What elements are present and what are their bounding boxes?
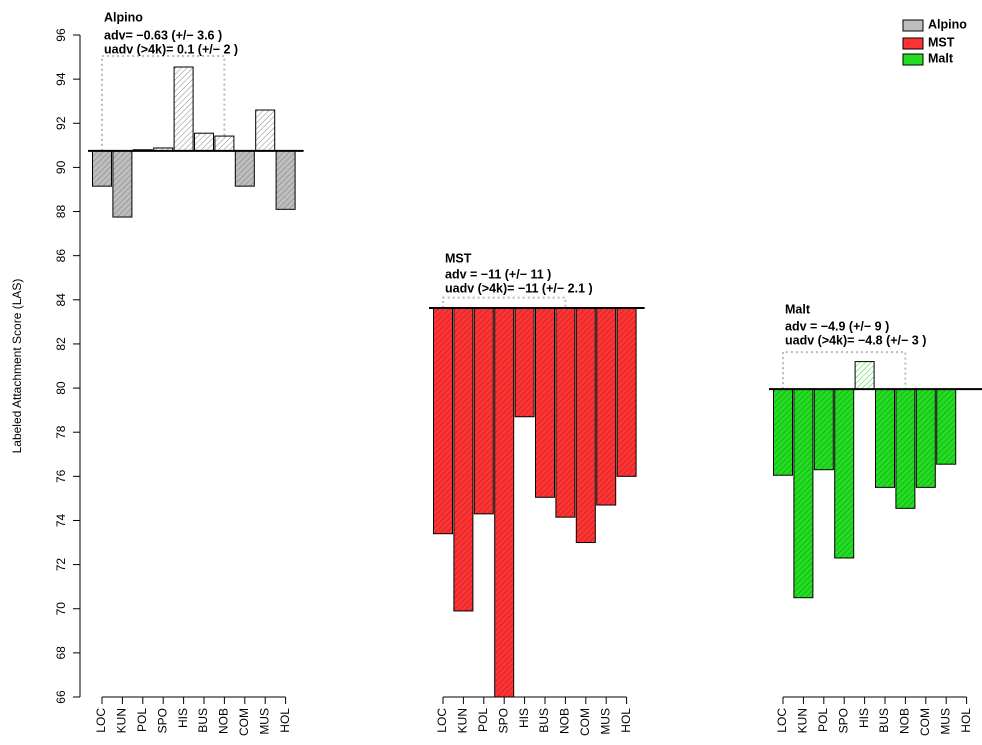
legend-swatch <box>902 53 924 66</box>
annotation: Malt <box>785 302 811 316</box>
bar <box>915 388 936 488</box>
x-tick-label: LOC <box>94 708 108 733</box>
x-tick-label: COM <box>578 708 592 736</box>
y-tick-label: 86 <box>54 249 68 263</box>
annotation: uadv (>4k)= −11 (+/− 2.1 ) <box>445 281 593 295</box>
bar <box>793 388 814 599</box>
bar <box>813 388 834 471</box>
x-tick-label: NOB <box>558 708 572 734</box>
legend-label: MST <box>928 35 955 49</box>
x-tick-label: HOL <box>619 708 633 733</box>
x-tick-label: BUS <box>196 708 210 733</box>
y-tick-label: 68 <box>54 646 68 660</box>
bar <box>473 307 494 515</box>
x-tick-label: KUN <box>456 708 470 733</box>
bar <box>433 307 453 535</box>
x-tick-label: POL <box>816 708 830 732</box>
bar <box>854 361 875 390</box>
bar <box>214 135 235 152</box>
bar <box>234 150 255 187</box>
bar <box>596 307 617 506</box>
x-tick-label: KUN <box>115 708 129 733</box>
bar <box>895 388 916 509</box>
legend-swatch <box>902 19 924 32</box>
y-tick-label: 70 <box>54 602 68 616</box>
legend-swatch <box>902 37 924 50</box>
dotted-box <box>442 296 567 308</box>
annotation: MST <box>445 251 472 265</box>
legend-label: Alpino <box>928 17 967 31</box>
x-tick-label: HIS <box>517 708 531 728</box>
bar <box>275 150 296 210</box>
x-tick-label: MUS <box>257 708 271 735</box>
annotation: uadv (>4k)= −4.8 (+/− 3 ) <box>785 333 926 347</box>
y-tick-label: 92 <box>54 116 68 130</box>
bar <box>173 66 194 152</box>
bar <box>194 132 214 152</box>
y-tick-label: 76 <box>54 469 68 483</box>
x-tick-label: HIS <box>857 708 871 728</box>
x-tick-label: COM <box>918 708 932 736</box>
bar <box>936 388 957 465</box>
x-tick-label: HIS <box>176 708 190 728</box>
y-tick-label: 94 <box>54 72 68 86</box>
x-tick-label: MUS <box>938 708 952 735</box>
bar <box>255 109 276 152</box>
bar <box>875 388 895 488</box>
annotation: adv = −11 (+/− 11 ) <box>445 267 551 281</box>
bar <box>453 307 474 612</box>
x-tick-label: SPO <box>496 708 510 733</box>
y-tick-label: 78 <box>54 425 68 439</box>
bar <box>514 307 535 418</box>
x-tick-label: POL <box>135 708 149 732</box>
y-tick-label: 84 <box>54 293 68 307</box>
y-tick-label: 88 <box>54 205 68 219</box>
x-tick-label: SPO <box>155 708 169 733</box>
dotted-box <box>101 54 226 151</box>
x-tick-label: HOL <box>278 708 292 733</box>
bar <box>834 388 855 559</box>
bar <box>494 307 515 697</box>
x-tick-label: SPO <box>836 708 850 733</box>
legend-label: Malt <box>928 51 954 65</box>
x-tick-label: NOB <box>898 708 912 734</box>
x-tick-label: LOC <box>435 708 449 733</box>
y-tick-label: 72 <box>54 558 68 572</box>
y-tick-label: 90 <box>54 160 68 174</box>
y-tick-label: 80 <box>54 381 68 395</box>
y-tick-label: 96 <box>54 28 68 42</box>
bar <box>773 388 793 476</box>
x-tick-label: COM <box>237 708 251 736</box>
bar <box>575 307 596 544</box>
x-tick-label: HOL <box>959 708 973 733</box>
annotation: adv = −4.9 (+/− 9 ) <box>785 319 889 333</box>
dotted-box <box>782 351 907 390</box>
x-tick-label: MUS <box>598 708 612 735</box>
x-tick-label: NOB <box>217 708 231 734</box>
y-axis-label: Labeled Attachment Score (LAS) <box>10 279 24 454</box>
annotation: Alpino <box>104 10 143 24</box>
bar <box>555 307 576 518</box>
x-tick-label: BUS <box>877 708 891 733</box>
y-tick-label: 74 <box>54 513 68 527</box>
bar <box>535 307 555 498</box>
x-tick-label: LOC <box>775 708 789 733</box>
x-tick-label: POL <box>476 708 490 732</box>
y-tick-label: 66 <box>54 690 68 704</box>
bar <box>112 150 133 218</box>
annotation: adv= −0.63 (+/− 3.6 ) <box>104 28 222 42</box>
bar <box>616 307 637 477</box>
y-tick-label: 82 <box>54 337 68 351</box>
bar <box>92 150 112 187</box>
x-tick-label: BUS <box>537 708 551 733</box>
x-tick-label: KUN <box>796 708 810 733</box>
annotation: uadv (>4k)= 0.1 (+/− 2 ) <box>104 42 238 56</box>
